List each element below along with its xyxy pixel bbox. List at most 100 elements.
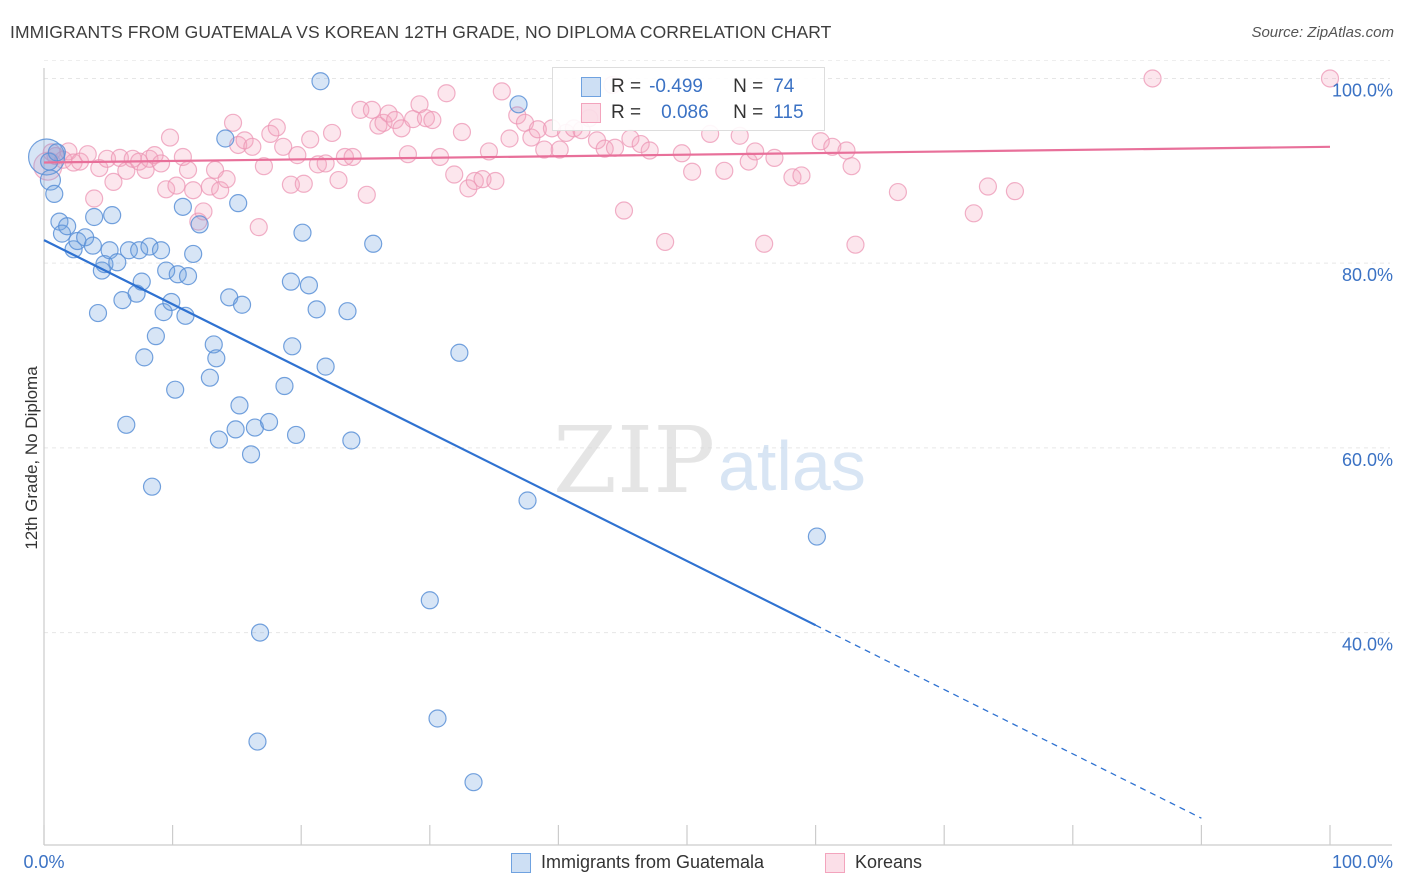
data-point-koreans <box>379 104 398 123</box>
data-point-koreans <box>846 235 865 254</box>
bottom-legend-label: Immigrants from Guatemala <box>541 852 765 872</box>
x-tick-label: 0.0% <box>23 852 64 872</box>
data-point-guatemala <box>283 337 302 356</box>
data-point-guatemala <box>807 527 826 546</box>
y-tick-label: 40.0% <box>1342 635 1393 655</box>
legend-row-koreans: R = 0.086 N = 115 <box>553 100 804 126</box>
data-point-guatemala <box>464 773 483 792</box>
data-point-guatemala <box>45 184 64 204</box>
legend-n-value: 115 <box>773 102 804 123</box>
legend-r-value: 0.086 <box>661 102 709 123</box>
data-point-guatemala <box>132 272 151 291</box>
data-point-koreans <box>316 154 335 173</box>
data-point-koreans <box>160 128 180 147</box>
data-point-guatemala <box>428 709 447 728</box>
data-point-guatemala <box>130 241 149 260</box>
data-point-koreans <box>254 157 274 176</box>
data-point-guatemala <box>299 276 319 295</box>
data-point-guatemala <box>232 295 252 314</box>
data-point-guatemala <box>275 376 294 396</box>
data-point-guatemala <box>281 272 301 291</box>
data-point-koreans <box>369 116 388 135</box>
watermark: ZIP atlas <box>553 407 866 514</box>
data-point-guatemala <box>157 261 176 280</box>
data-point-guatemala <box>207 349 226 368</box>
data-point-guatemala <box>259 412 279 432</box>
data-point-guatemala <box>230 396 249 415</box>
data-point-guatemala <box>229 194 248 213</box>
data-point-koreans <box>492 82 511 101</box>
data-point-guatemala <box>146 327 165 346</box>
data-point-guatemala <box>209 430 228 449</box>
watermark-zip: ZIP <box>553 407 715 514</box>
data-point-guatemala <box>311 72 330 91</box>
stats-legend: R = -0.499 N = 74 R = 0.086 N = 115 <box>552 67 825 131</box>
trend-line-koreans <box>43 145 1331 164</box>
data-point-koreans <box>683 162 702 181</box>
data-point-guatemala <box>58 217 77 236</box>
data-point-koreans <box>274 137 293 156</box>
series-guatemala <box>27 72 826 792</box>
data-point-koreans <box>746 142 765 161</box>
data-point-guatemala <box>162 292 181 312</box>
data-point-koreans <box>445 165 464 184</box>
data-point-guatemala <box>184 244 203 264</box>
data-point-koreans <box>423 110 442 130</box>
data-point-koreans <box>535 140 554 159</box>
data-point-koreans <box>281 175 301 194</box>
data-point-guatemala <box>248 732 267 751</box>
legend-n-label: N = <box>733 76 764 97</box>
data-point-guatemala <box>342 431 361 450</box>
data-point-guatemala <box>142 477 162 496</box>
legend-swatch-blue <box>581 77 601 97</box>
chart-title: IMMIGRANTS FROM GUATEMALA VS KOREAN 12TH… <box>10 22 832 42</box>
data-point-koreans <box>640 141 659 160</box>
data-point-koreans <box>783 168 802 187</box>
data-point-koreans <box>301 130 320 149</box>
legend-n-label: N = <box>733 102 764 123</box>
data-point-koreans <box>1143 69 1162 88</box>
legend-row-guatemala: R = -0.499 N = 74 <box>553 74 794 100</box>
bottom-legend-swatch-blue <box>511 852 531 873</box>
legend-r-label: R = <box>611 76 642 97</box>
data-point-guatemala <box>250 623 270 642</box>
data-point-koreans <box>755 234 774 253</box>
data-point-koreans <box>550 140 569 159</box>
data-point-koreans <box>1005 182 1025 201</box>
grid-lines <box>44 59 1390 634</box>
data-point-koreans <box>343 147 362 167</box>
bottom-legend-swatch-pink <box>825 852 845 873</box>
data-point-koreans <box>452 122 472 142</box>
data-point-guatemala <box>226 420 245 439</box>
data-point-guatemala <box>518 491 537 510</box>
data-point-guatemala <box>293 223 312 242</box>
data-point-guatemala <box>88 303 108 323</box>
trend-line-guatemala <box>43 239 817 627</box>
bottom-legend-koreans: Koreans <box>825 852 922 873</box>
y-tick-label: 100.0% <box>1332 80 1393 100</box>
y-axis-label: 12th Grade, No Diploma <box>22 366 41 550</box>
data-point-koreans <box>1320 69 1340 88</box>
data-point-koreans <box>672 144 691 163</box>
legend-swatch-pink <box>581 103 601 123</box>
data-point-guatemala <box>173 197 192 216</box>
data-point-koreans <box>288 146 307 165</box>
axes <box>43 68 1392 846</box>
x-tick-label: 100.0% <box>1332 852 1393 872</box>
data-point-koreans <box>223 113 243 132</box>
data-point-guatemala <box>151 241 171 260</box>
data-point-guatemala <box>119 241 138 260</box>
chart-source: Source: ZipAtlas.com <box>1251 24 1394 41</box>
data-point-koreans <box>656 232 675 252</box>
data-point-guatemala <box>450 343 469 362</box>
data-point-koreans <box>104 172 123 192</box>
data-point-guatemala <box>241 445 261 464</box>
data-point-koreans <box>605 138 625 157</box>
legend-r-value: -0.499 <box>649 76 703 97</box>
data-point-guatemala <box>364 234 383 253</box>
data-point-koreans <box>631 134 650 154</box>
data-point-koreans <box>178 160 198 179</box>
data-point-koreans <box>249 218 268 237</box>
data-point-koreans <box>888 182 908 202</box>
data-point-koreans <box>167 176 186 195</box>
